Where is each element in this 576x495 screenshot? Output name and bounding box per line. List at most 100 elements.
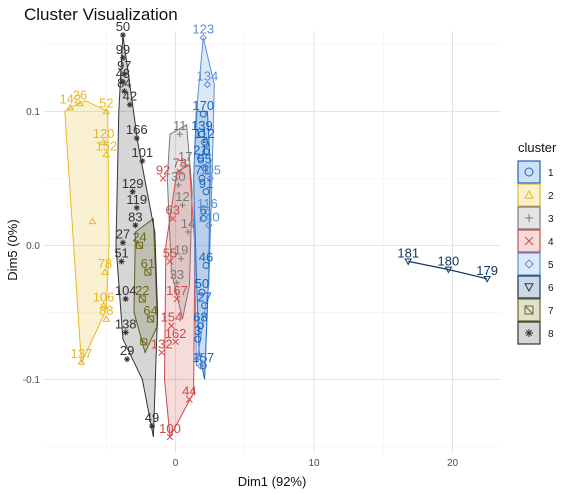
cluster-1-hull <box>193 110 211 380</box>
data-point <box>524 189 534 199</box>
point-marker <box>120 79 126 85</box>
data-point <box>202 188 210 196</box>
y-tick-label: -0.1 <box>23 375 41 386</box>
point-marker <box>196 154 204 162</box>
point-label: 78 <box>172 156 186 171</box>
legend-label: 5 <box>548 260 554 271</box>
point-marker <box>202 188 210 196</box>
point-marker <box>102 107 111 115</box>
point-label: 152 <box>95 138 117 153</box>
data-point <box>166 433 174 441</box>
data-point <box>199 362 207 370</box>
point-label: 116 <box>197 196 218 211</box>
point-marker <box>101 268 109 276</box>
data-point <box>194 335 202 343</box>
point-label: 140 <box>198 209 220 224</box>
point-marker <box>76 99 84 107</box>
data-point <box>199 110 207 118</box>
legend-key-box <box>517 275 541 299</box>
point-marker <box>524 189 534 199</box>
point-marker <box>176 168 184 176</box>
point-label: 166 <box>126 122 148 137</box>
data-point <box>524 236 534 246</box>
data-point <box>199 33 207 42</box>
point-marker <box>186 396 193 403</box>
point-label: 51 <box>114 245 128 260</box>
data-point <box>206 174 214 183</box>
data-point <box>119 54 126 61</box>
x-tick-label: 20 <box>447 458 459 469</box>
point-label: 134 <box>197 69 219 84</box>
point-marker <box>196 362 205 370</box>
point-label: 139 <box>191 118 213 133</box>
data-points <box>66 32 492 441</box>
point-label: 99 <box>116 42 130 57</box>
legend-key <box>517 229 541 253</box>
point-marker <box>136 241 144 249</box>
point-marker <box>134 135 140 141</box>
point-marker <box>120 32 126 38</box>
point-marker <box>120 55 126 61</box>
data-point <box>122 295 129 302</box>
point-label: 105 <box>199 162 221 177</box>
point-marker <box>169 215 177 222</box>
data-point <box>139 157 146 164</box>
point-label: 63 <box>166 203 180 218</box>
point-label: 22 <box>135 283 149 298</box>
point-marker <box>138 295 146 303</box>
legend-label: 7 <box>548 306 554 317</box>
point-label: 29 <box>120 343 134 358</box>
point-marker <box>524 236 534 246</box>
point-marker <box>205 221 213 229</box>
data-point <box>198 130 206 138</box>
point-label: 12 <box>175 189 189 204</box>
point-marker <box>173 295 181 303</box>
data-point <box>144 268 152 276</box>
point-marker <box>524 305 534 315</box>
point-marker <box>206 174 214 183</box>
data-point <box>121 88 128 95</box>
data-point <box>205 221 213 229</box>
cluster-hulls <box>64 34 488 439</box>
data-point <box>525 214 533 222</box>
point-marker <box>149 423 155 429</box>
point-label: 78 <box>98 256 112 271</box>
cluster-6-hull <box>408 260 488 280</box>
y-tick-label: 0.1 <box>26 107 40 118</box>
data-point <box>140 338 148 346</box>
data-point <box>198 174 206 182</box>
point-marker <box>159 175 167 182</box>
point-label: 68 <box>193 310 207 325</box>
point-marker <box>140 338 148 346</box>
point-marker <box>172 338 179 346</box>
point-label: 83 <box>128 209 142 224</box>
point-marker <box>202 148 210 156</box>
point-marker <box>136 241 143 249</box>
point-label: 50 <box>116 19 130 34</box>
point-marker <box>147 315 154 323</box>
point-marker <box>203 80 212 89</box>
x-axis-title: Dim1 (92%) <box>238 474 307 489</box>
data-point <box>129 188 136 195</box>
point-label: 138 <box>115 316 137 331</box>
point-label: 49 <box>145 410 159 425</box>
legend-key-box <box>517 252 541 276</box>
point-marker <box>483 275 492 283</box>
data-point <box>201 164 209 172</box>
point-marker <box>198 174 206 182</box>
point-label: 33 <box>170 267 184 282</box>
data-point <box>159 175 167 182</box>
point-marker <box>199 362 207 370</box>
y-axis-title: Dim5 (0%) <box>5 219 20 280</box>
cluster-2-hull <box>64 100 110 364</box>
legend-key <box>517 183 541 207</box>
point-label: 6 <box>200 203 207 218</box>
data-point <box>483 275 492 283</box>
point-marker <box>119 258 125 264</box>
point-label: 123 <box>192 22 214 37</box>
legend-key <box>517 160 541 184</box>
point-label: 112 <box>194 126 215 141</box>
data-point <box>176 131 183 138</box>
legend-label: 4 <box>548 237 554 248</box>
point-marker <box>127 102 133 108</box>
